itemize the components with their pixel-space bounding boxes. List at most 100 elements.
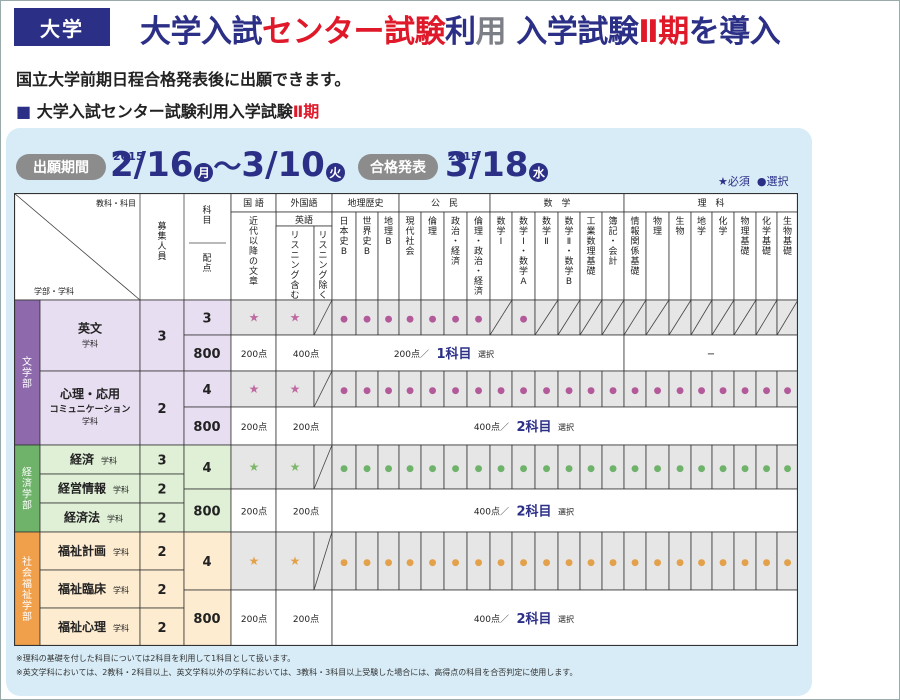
dot-mark: ● [587,464,595,474]
dept-name-cell [39,607,141,646]
subject-header-label: 係 [630,246,639,257]
capacity-header: 募 [157,220,166,232]
dept-suffix: 学科 [113,485,129,495]
subject-header-label: 世 [362,215,371,227]
subject-header-label: 生 [675,215,684,227]
dot-mark: ● [340,386,348,396]
selection-points: 200点／ [394,349,429,360]
subject-header-label: ・ [474,237,483,247]
subject-header-label: 数 [564,255,573,267]
title-part: 入学試験 [506,14,639,50]
not-applicable-slash [623,299,647,336]
dot-mark: ● [609,386,617,396]
not-applicable-slash [557,299,581,336]
points-value: 800 [193,347,220,362]
capacity-cell [139,502,185,533]
points-subject-cell [230,589,277,646]
dot-mark: ● [741,464,749,474]
subject-group-label: 公 民 [431,198,458,209]
subject-header-label: B [385,237,391,247]
dept-suffix: 学科 [107,514,123,524]
points-merged-cell [623,334,798,372]
subject-cell [331,531,357,591]
subject-header-label: 学 [564,225,573,237]
subject-header-label: B [364,247,370,257]
capacity-header: 集 [157,230,166,242]
dot-mark: ● [429,464,437,474]
dot-mark: ● [784,386,792,396]
subject-count-value: 4 [202,555,211,570]
subject-header-label: 報 [630,226,639,237]
subject-group-label: 外国語 [290,197,317,209]
selection-count: 2科目 [516,611,551,627]
dept-name: 福祉計画 [57,543,106,558]
faculty-label: 学 [22,488,32,501]
dot-mark: ● [741,386,749,396]
subject-header-label: 現 [405,216,414,227]
subject-group-label: 理 科 [697,197,724,209]
not-applicable-slash [313,370,333,408]
not-applicable-slash [755,299,778,336]
weekday-badge: 月 [194,163,214,182]
subject-header-label: Ⅰ [500,237,503,247]
dot-mark: ● [543,464,551,474]
title-part: 大学入試 [140,14,263,50]
dot-mark: ● [340,464,348,474]
capacity-header: 人 [157,241,166,252]
selection-points: 400点／ [474,614,509,625]
subject-header-label: 文 [249,265,258,277]
subject-header-label: く [318,291,327,301]
subject-header-label: 界 [362,226,371,237]
subject-header-label: 礎 [740,245,749,257]
dot-mark: ● [784,558,792,568]
subject-header-label: 治 [474,255,483,267]
subject-header-cell [230,211,277,301]
dot-mark: ● [406,464,414,474]
dot-mark: ● [565,386,573,396]
dot-mark: ● [497,558,505,568]
subject-header-label: 情 [630,215,639,227]
dot-mark: ● [698,386,706,396]
dept-name-cell [39,569,141,609]
subject-header-label: 物 [675,225,684,237]
application-label: 出願期間 [16,154,106,180]
faculty-label: 部 [22,377,32,390]
subjects-count-header: 科 [202,204,211,216]
square-icon: ■ [16,102,32,121]
section-heading: ■ 大学入試センター試験利用入学試験Ⅱ期 [16,98,319,122]
subject-count-cell [183,299,232,336]
dot-mark: ● [452,386,460,396]
subject-header-label: 化 [718,215,727,227]
faculty-label: 学 [22,366,32,379]
capacity-cell [139,569,185,609]
subject-cell [331,299,357,336]
subject-header-label: 物 [783,225,792,237]
subject-header-label: 本 [339,225,348,237]
subject-header-label: ・ [608,237,617,247]
subject-header-label: ン [318,261,327,271]
points-subject-cell [275,406,333,446]
capacity-value: 2 [157,512,166,527]
subject-header-label: 記 [608,225,617,237]
kokugo-points: 200点 [241,349,267,360]
selection-count: 2科目 [516,419,551,435]
subject-header-label: 簿 [608,215,617,227]
subject-header-label: 基 [630,255,639,267]
english-points: 400点 [293,349,319,360]
english-points: 200点 [293,422,319,433]
not-applicable-slash [313,444,333,490]
subject-header-label: 基 [783,235,792,247]
subject-header-label: 礎 [783,245,792,257]
star-mark: ★ [290,554,301,568]
subject-header-label: 経 [474,275,483,287]
dept-suffix: 学科 [82,339,98,349]
footnotes: ※理科の基礎を付した科目については2科目を利用して1科目として扱います。 ※英文… [16,652,577,680]
faculty-label: 部 [22,499,32,512]
points-cell [183,488,232,533]
points-merged-cell [331,589,798,646]
dept-suffix: 学科 [113,585,129,595]
selection-note: 選択 [478,349,494,359]
subject-header-label: 済 [474,285,483,297]
dot-mark: ● [385,464,393,474]
dot-mark: ● [385,315,393,325]
